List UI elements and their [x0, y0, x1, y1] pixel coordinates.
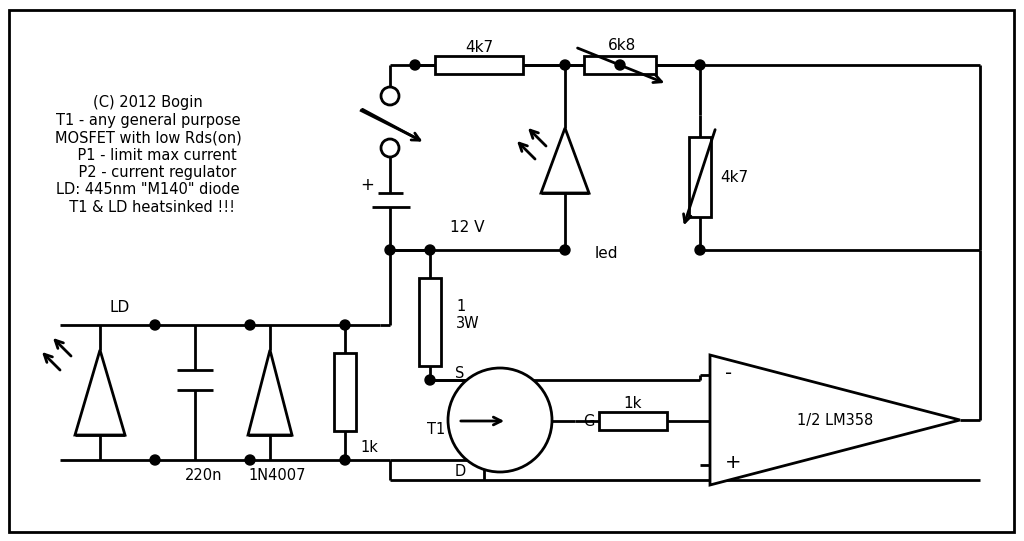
Polygon shape [75, 350, 125, 435]
Circle shape [245, 320, 255, 330]
Bar [419, 278, 441, 366]
Polygon shape [248, 350, 292, 435]
Circle shape [150, 455, 160, 465]
Circle shape [150, 320, 160, 330]
Bar [435, 56, 523, 74]
Text: 1N4007: 1N4007 [248, 469, 305, 484]
Text: (C) 2012 Bogin
T1 - any general purpose
MOSFET with low Rds(on)
    P1 - limit m: (C) 2012 Bogin T1 - any general purpose … [54, 95, 242, 215]
Text: 6k8: 6k8 [608, 38, 636, 54]
Circle shape [340, 320, 350, 330]
Text: 1k: 1k [624, 397, 642, 412]
Circle shape [245, 455, 255, 465]
Text: 220n: 220n [185, 469, 222, 484]
Text: 12 V: 12 V [450, 221, 484, 235]
Circle shape [385, 245, 395, 255]
Circle shape [425, 245, 435, 255]
Bar [334, 353, 356, 431]
Circle shape [340, 455, 350, 465]
Text: 4k7: 4k7 [720, 169, 749, 184]
Text: +: + [725, 453, 741, 472]
Text: 4k7: 4k7 [465, 41, 494, 56]
Polygon shape [541, 128, 589, 193]
Bar [584, 56, 656, 74]
Circle shape [425, 375, 435, 385]
Circle shape [695, 245, 705, 255]
Polygon shape [710, 355, 961, 485]
Circle shape [449, 368, 552, 472]
Text: S: S [456, 366, 465, 380]
Text: 1k: 1k [360, 439, 378, 454]
Text: G: G [583, 413, 594, 428]
Circle shape [695, 60, 705, 70]
Text: LD: LD [110, 300, 130, 314]
Circle shape [560, 245, 570, 255]
Circle shape [381, 139, 399, 157]
Text: -: - [725, 364, 732, 382]
Circle shape [381, 87, 399, 105]
Bar [689, 137, 711, 217]
Circle shape [410, 60, 420, 70]
Circle shape [615, 60, 625, 70]
Text: 1
3W: 1 3W [456, 299, 479, 331]
Text: +: + [360, 176, 374, 194]
Text: 1/2 LM358: 1/2 LM358 [797, 412, 873, 427]
Circle shape [560, 60, 570, 70]
Text: D: D [455, 465, 466, 479]
Bar [599, 412, 667, 430]
Text: led: led [595, 246, 618, 261]
Text: T1: T1 [427, 423, 445, 438]
